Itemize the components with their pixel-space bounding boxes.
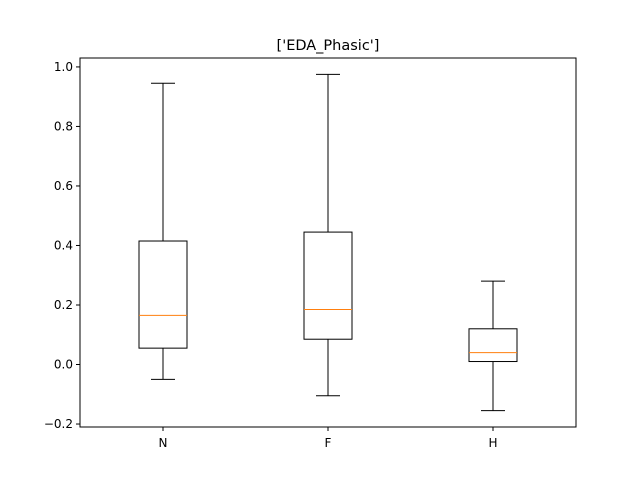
x-tick-label: H xyxy=(488,436,497,450)
axes-frame xyxy=(79,57,577,428)
box-N xyxy=(138,240,188,349)
y-tick-label: 0.4 xyxy=(54,238,73,252)
chart-title: ['EDA_Phasic'] xyxy=(277,38,380,54)
y-tick-label: −0.2 xyxy=(44,417,73,431)
x-tick-label: N xyxy=(159,436,168,450)
y-tick-label: 0.8 xyxy=(54,119,73,133)
box-F xyxy=(303,231,353,340)
x-tick-label: F xyxy=(325,436,332,450)
plot-area: −0.2 0.0 0.2 0.4 0.6 0.8 1.0 N F H xyxy=(44,60,518,450)
y-tick-label: 0.6 xyxy=(54,179,73,193)
box-H xyxy=(468,328,518,363)
y-tick-label: 1.0 xyxy=(54,60,73,74)
y-tick-label: 0.0 xyxy=(54,358,73,372)
y-tick-label: 0.2 xyxy=(54,298,73,312)
